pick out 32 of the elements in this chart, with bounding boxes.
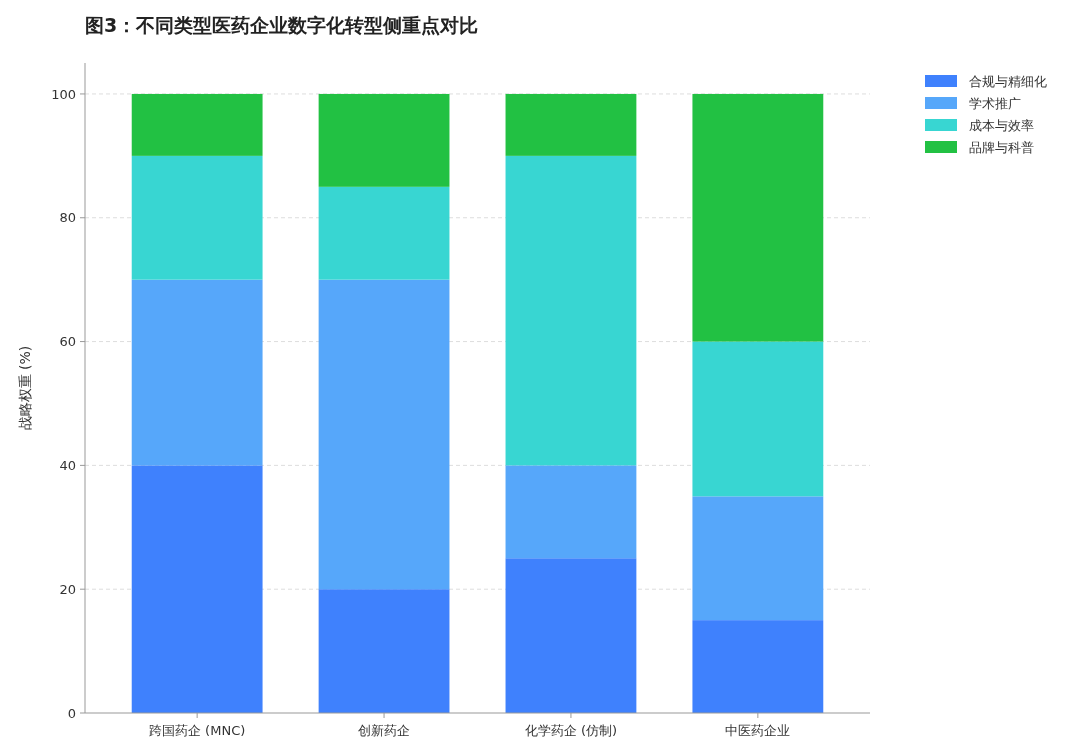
y-tick-label: 20 (59, 581, 76, 597)
bar (318, 186, 450, 280)
bar (131, 155, 263, 280)
bar (318, 279, 450, 590)
bar (318, 589, 450, 713)
legend-label: 学术推广 (969, 95, 1021, 111)
y-tick-label: 100 (51, 86, 76, 102)
y-tick-label: 60 (59, 334, 76, 350)
legend-label: 品牌与科普 (969, 139, 1034, 155)
legend-label: 合规与精细化 (969, 73, 1047, 89)
bar (131, 93, 263, 156)
x-tick-label: 中医药企业 (725, 723, 791, 738)
x-tick-label: 创新药企 (358, 723, 411, 738)
bar (692, 93, 824, 342)
y-tick-label: 0 (67, 705, 76, 721)
bar (692, 341, 824, 497)
y-axis-title: 战略权重 (%) (17, 345, 33, 431)
bar (131, 279, 263, 466)
bar (505, 465, 637, 559)
x-tick-label: 化学药企 (仿制) (524, 723, 618, 738)
x-tick-label: 跨国药企 (MNC) (148, 723, 246, 738)
bar (505, 155, 637, 466)
bar (505, 558, 637, 713)
bar (692, 620, 824, 713)
chart-title: 图3：不同类型医药企业数字化转型侧重点对比 (85, 14, 479, 36)
y-tick-label: 40 (59, 457, 76, 473)
bar (505, 93, 637, 156)
bar (131, 465, 263, 713)
legend-label: 成本与效率 (969, 117, 1034, 133)
bar (692, 496, 824, 621)
y-tick-label: 80 (59, 210, 76, 226)
bar (318, 93, 450, 187)
